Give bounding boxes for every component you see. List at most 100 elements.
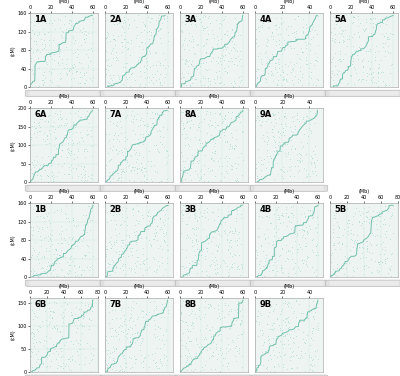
Point bbox=[333, 83, 340, 89]
Point bbox=[137, 231, 143, 237]
Point bbox=[208, 155, 215, 161]
Point bbox=[79, 65, 86, 71]
Point bbox=[336, 224, 342, 230]
Point bbox=[202, 152, 209, 158]
Point bbox=[130, 205, 136, 211]
Point bbox=[255, 16, 261, 22]
Point bbox=[303, 258, 309, 264]
Point bbox=[338, 30, 345, 36]
Point bbox=[112, 217, 118, 223]
Point bbox=[216, 20, 223, 26]
Point bbox=[181, 74, 187, 80]
Point bbox=[212, 255, 218, 261]
Point bbox=[202, 59, 209, 65]
Point bbox=[366, 71, 372, 77]
Point bbox=[61, 160, 67, 166]
Point bbox=[342, 52, 348, 58]
Point bbox=[308, 356, 315, 362]
Point bbox=[192, 353, 199, 359]
Point bbox=[268, 322, 275, 328]
Point bbox=[185, 347, 191, 353]
Point bbox=[113, 49, 119, 55]
Point bbox=[76, 84, 83, 90]
Point bbox=[188, 61, 194, 67]
Point bbox=[63, 130, 70, 136]
Point bbox=[309, 314, 316, 320]
Point bbox=[122, 316, 128, 322]
Point bbox=[163, 255, 170, 261]
FancyBboxPatch shape bbox=[254, 281, 324, 285]
Point bbox=[203, 268, 210, 274]
Point bbox=[68, 142, 75, 148]
Point bbox=[76, 346, 83, 352]
Point bbox=[36, 172, 43, 178]
Point bbox=[273, 60, 279, 66]
Point bbox=[315, 252, 321, 258]
Point bbox=[180, 158, 187, 164]
Point bbox=[368, 59, 374, 65]
Point bbox=[81, 312, 87, 318]
X-axis label: (Mb): (Mb) bbox=[133, 94, 144, 99]
Point bbox=[272, 271, 278, 277]
Point bbox=[84, 242, 90, 248]
Point bbox=[128, 314, 134, 320]
Point bbox=[303, 42, 309, 48]
Point bbox=[149, 178, 155, 184]
Point bbox=[225, 203, 232, 209]
Point bbox=[271, 325, 277, 331]
Point bbox=[298, 257, 305, 263]
Point bbox=[191, 65, 198, 71]
Point bbox=[225, 273, 232, 279]
Point bbox=[36, 339, 43, 345]
Point bbox=[220, 132, 227, 138]
Point bbox=[385, 34, 392, 40]
Point bbox=[126, 342, 132, 348]
Point bbox=[271, 320, 278, 326]
Point bbox=[70, 165, 76, 171]
Point bbox=[141, 355, 147, 361]
Point bbox=[278, 267, 284, 273]
Point bbox=[276, 253, 282, 259]
Point bbox=[132, 164, 138, 170]
Point bbox=[58, 240, 64, 246]
Point bbox=[81, 171, 88, 177]
Point bbox=[152, 326, 158, 332]
Point bbox=[120, 166, 126, 172]
Point bbox=[197, 316, 204, 322]
Point bbox=[238, 262, 245, 268]
Point bbox=[188, 309, 194, 315]
Point bbox=[57, 45, 64, 52]
Point bbox=[46, 262, 53, 268]
Point bbox=[67, 110, 74, 116]
Point bbox=[80, 346, 86, 352]
Point bbox=[333, 210, 340, 216]
Point bbox=[292, 126, 298, 132]
Point bbox=[44, 323, 50, 329]
Point bbox=[157, 139, 164, 145]
Point bbox=[66, 68, 72, 74]
Point bbox=[184, 13, 191, 19]
Point bbox=[186, 172, 193, 178]
Point bbox=[229, 261, 235, 267]
Point bbox=[306, 368, 312, 374]
Point bbox=[34, 327, 41, 334]
Point bbox=[350, 58, 356, 64]
Point bbox=[186, 47, 192, 53]
Point bbox=[134, 329, 140, 335]
Point bbox=[287, 59, 293, 65]
Point bbox=[52, 110, 58, 116]
Point bbox=[165, 38, 171, 44]
Point bbox=[274, 81, 280, 87]
Point bbox=[152, 322, 158, 328]
Point bbox=[193, 236, 199, 242]
Point bbox=[120, 253, 126, 259]
Point bbox=[49, 173, 55, 179]
Point bbox=[264, 147, 270, 153]
Point bbox=[135, 12, 142, 18]
Point bbox=[310, 356, 316, 362]
Point bbox=[190, 259, 197, 265]
Point bbox=[85, 243, 91, 249]
Point bbox=[105, 56, 112, 62]
Point bbox=[141, 165, 148, 171]
Point bbox=[304, 253, 310, 259]
